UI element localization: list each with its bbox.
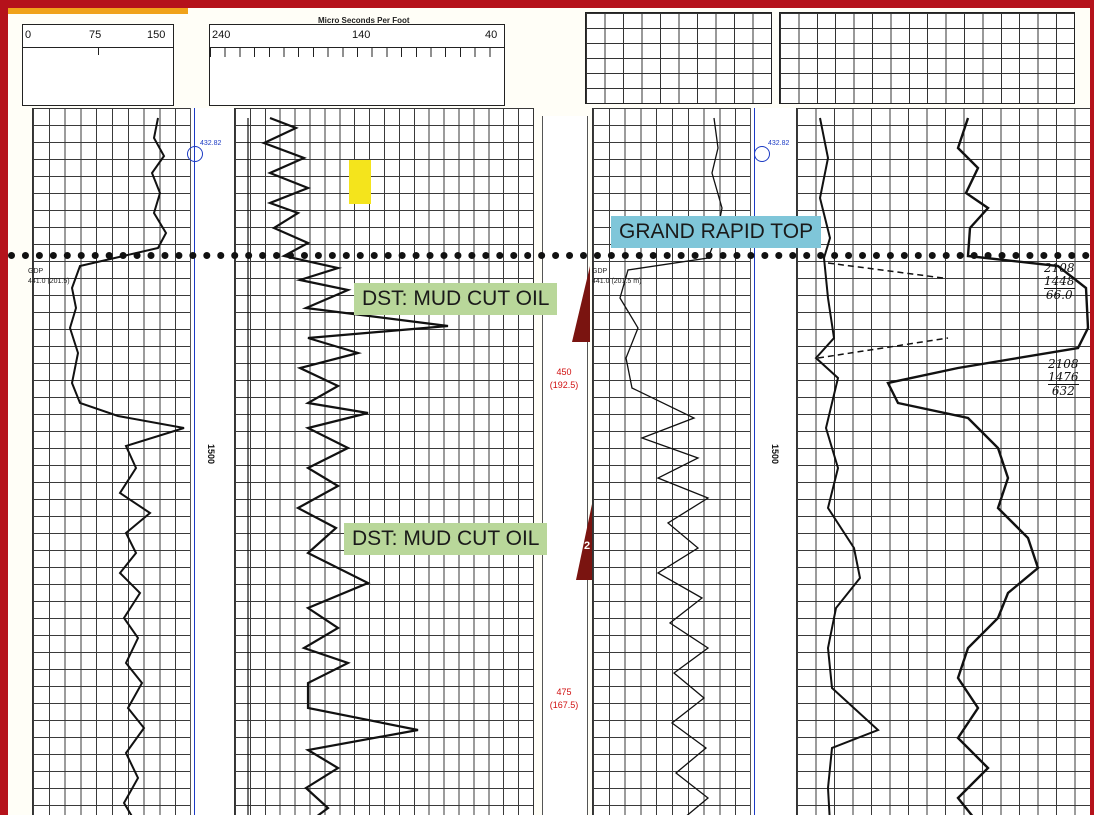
header-grid-right-b — [779, 12, 1075, 104]
hand-upper-1: 2108 — [1044, 261, 1075, 275]
curve-gamma-left — [68, 117, 185, 815]
scale-mid-tick-140: 140 — [352, 29, 371, 41]
depth-mark-475-elev: (167.5) — [549, 700, 579, 710]
window-tab-stub — [8, 8, 188, 14]
curve-sonic-left — [261, 116, 449, 815]
scale-left-tick-75: 75 — [89, 29, 102, 41]
note-gdp-right: GDP — [592, 268, 608, 275]
note-depth-left: 441.0 (201.5) — [28, 278, 70, 285]
track-sonic-left — [234, 108, 534, 815]
dst-flag-upper[interactable] — [570, 266, 594, 342]
curve-res-shallow — [814, 117, 880, 815]
curve-res-dashed-2 — [817, 337, 949, 359]
crosshair-right[interactable] — [754, 146, 770, 162]
scale-middle: 240 140 40 — [209, 24, 505, 106]
scale-caption: Micro Seconds Per Foot — [318, 16, 410, 25]
track-blue-column-left — [190, 108, 236, 815]
log-curves — [68, 116, 1090, 815]
handwritten-upper: 2108 1448 66.0 — [1044, 262, 1075, 302]
curve-res-dashed-1 — [827, 262, 944, 279]
hand-upper-2: 1448 — [1044, 274, 1075, 289]
formation-top-line — [8, 252, 1090, 259]
crosshair-left[interactable] — [187, 146, 203, 162]
scale-mid-tick-40: 40 — [485, 29, 498, 41]
vertical-label-left: 1500 — [206, 444, 216, 465]
note-depth-right: 441.0 (201.5 m) — [592, 278, 642, 285]
marker-value-left: 432.82 — [200, 140, 222, 147]
dst-flag-lower[interactable] — [574, 504, 596, 580]
scale-mid-tick-240: 240 — [212, 29, 231, 41]
hand-lower-2: 1476 — [1048, 370, 1079, 385]
dst-flag-number: 2 — [584, 540, 591, 552]
depth-column — [542, 116, 588, 815]
label-dst-upper[interactable]: DST: MUD CUT OIL — [354, 283, 558, 315]
hand-lower-3: 632 — [1051, 384, 1075, 398]
track-gamma-left — [32, 108, 192, 815]
highlight-marker[interactable] — [349, 160, 371, 204]
handwritten-lower: 2108 1476 632 — [1048, 358, 1079, 398]
hand-lower-1: 2108 — [1048, 357, 1079, 371]
depth-mark-475: 475 — [556, 687, 572, 697]
header-grid-right-a — [585, 12, 772, 104]
scale-left-tick-150: 150 — [147, 29, 166, 41]
label-dst-lower[interactable]: DST: MUD CUT OIL — [344, 523, 548, 555]
depth-mark-450-elev: (192.5) — [549, 380, 579, 390]
scale-left-tick-0: 0 — [25, 29, 32, 41]
scale-left: 0 75 150 — [22, 24, 174, 106]
note-gdp-left: GDP — [28, 268, 44, 275]
track-resistivity-right — [796, 108, 1090, 815]
depth-mark-450: 450 — [556, 367, 572, 377]
hand-upper-3: 66.0 — [1045, 288, 1073, 302]
curve-res-deep — [886, 117, 1090, 815]
marker-value-right: 432.82 — [768, 140, 790, 147]
curve-gamma-right — [619, 117, 723, 815]
label-grand-rapid-top[interactable]: GRAND RAPID TOP — [611, 216, 822, 248]
vertical-label-right: 1500 — [770, 444, 780, 465]
